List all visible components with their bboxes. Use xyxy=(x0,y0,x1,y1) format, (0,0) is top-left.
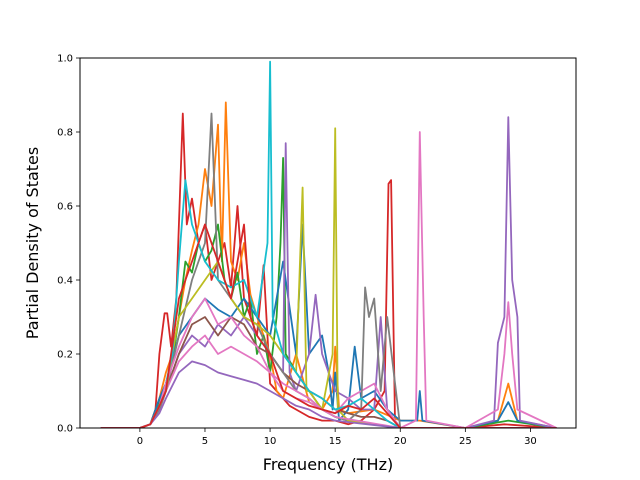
y-tick-label: 0.6 xyxy=(57,202,73,213)
series-line-12 xyxy=(100,360,557,428)
y-tick-label: 0.0 xyxy=(57,424,73,435)
series-line-13 xyxy=(100,223,557,428)
y-tick-label: 0.8 xyxy=(57,128,73,139)
x-tick-label: 30 xyxy=(524,436,537,447)
x-tick-label: 25 xyxy=(459,436,472,447)
y-axis-ticks: 0.0 0.2 0.4 0.6 0.8 1.0 xyxy=(57,54,80,435)
x-tick-label: 20 xyxy=(394,436,407,447)
y-tick-label: 1.0 xyxy=(57,54,73,65)
series-layer xyxy=(100,60,557,428)
x-tick-label: 5 xyxy=(202,436,208,447)
x-tick-label: 0 xyxy=(137,436,143,447)
x-tick-label: 10 xyxy=(264,436,277,447)
x-axis-ticks: 0 5 10 15 20 25 30 xyxy=(137,428,537,447)
series-line-5 xyxy=(100,116,557,428)
x-tick-label: 15 xyxy=(329,436,342,447)
y-tick-label: 0.4 xyxy=(57,276,73,287)
x-axis-label: Frequency (THz) xyxy=(263,455,393,474)
plot-frame xyxy=(79,57,577,429)
y-axis-label: Partial Density of States xyxy=(23,147,42,339)
y-tick-label: 0.2 xyxy=(57,350,73,361)
